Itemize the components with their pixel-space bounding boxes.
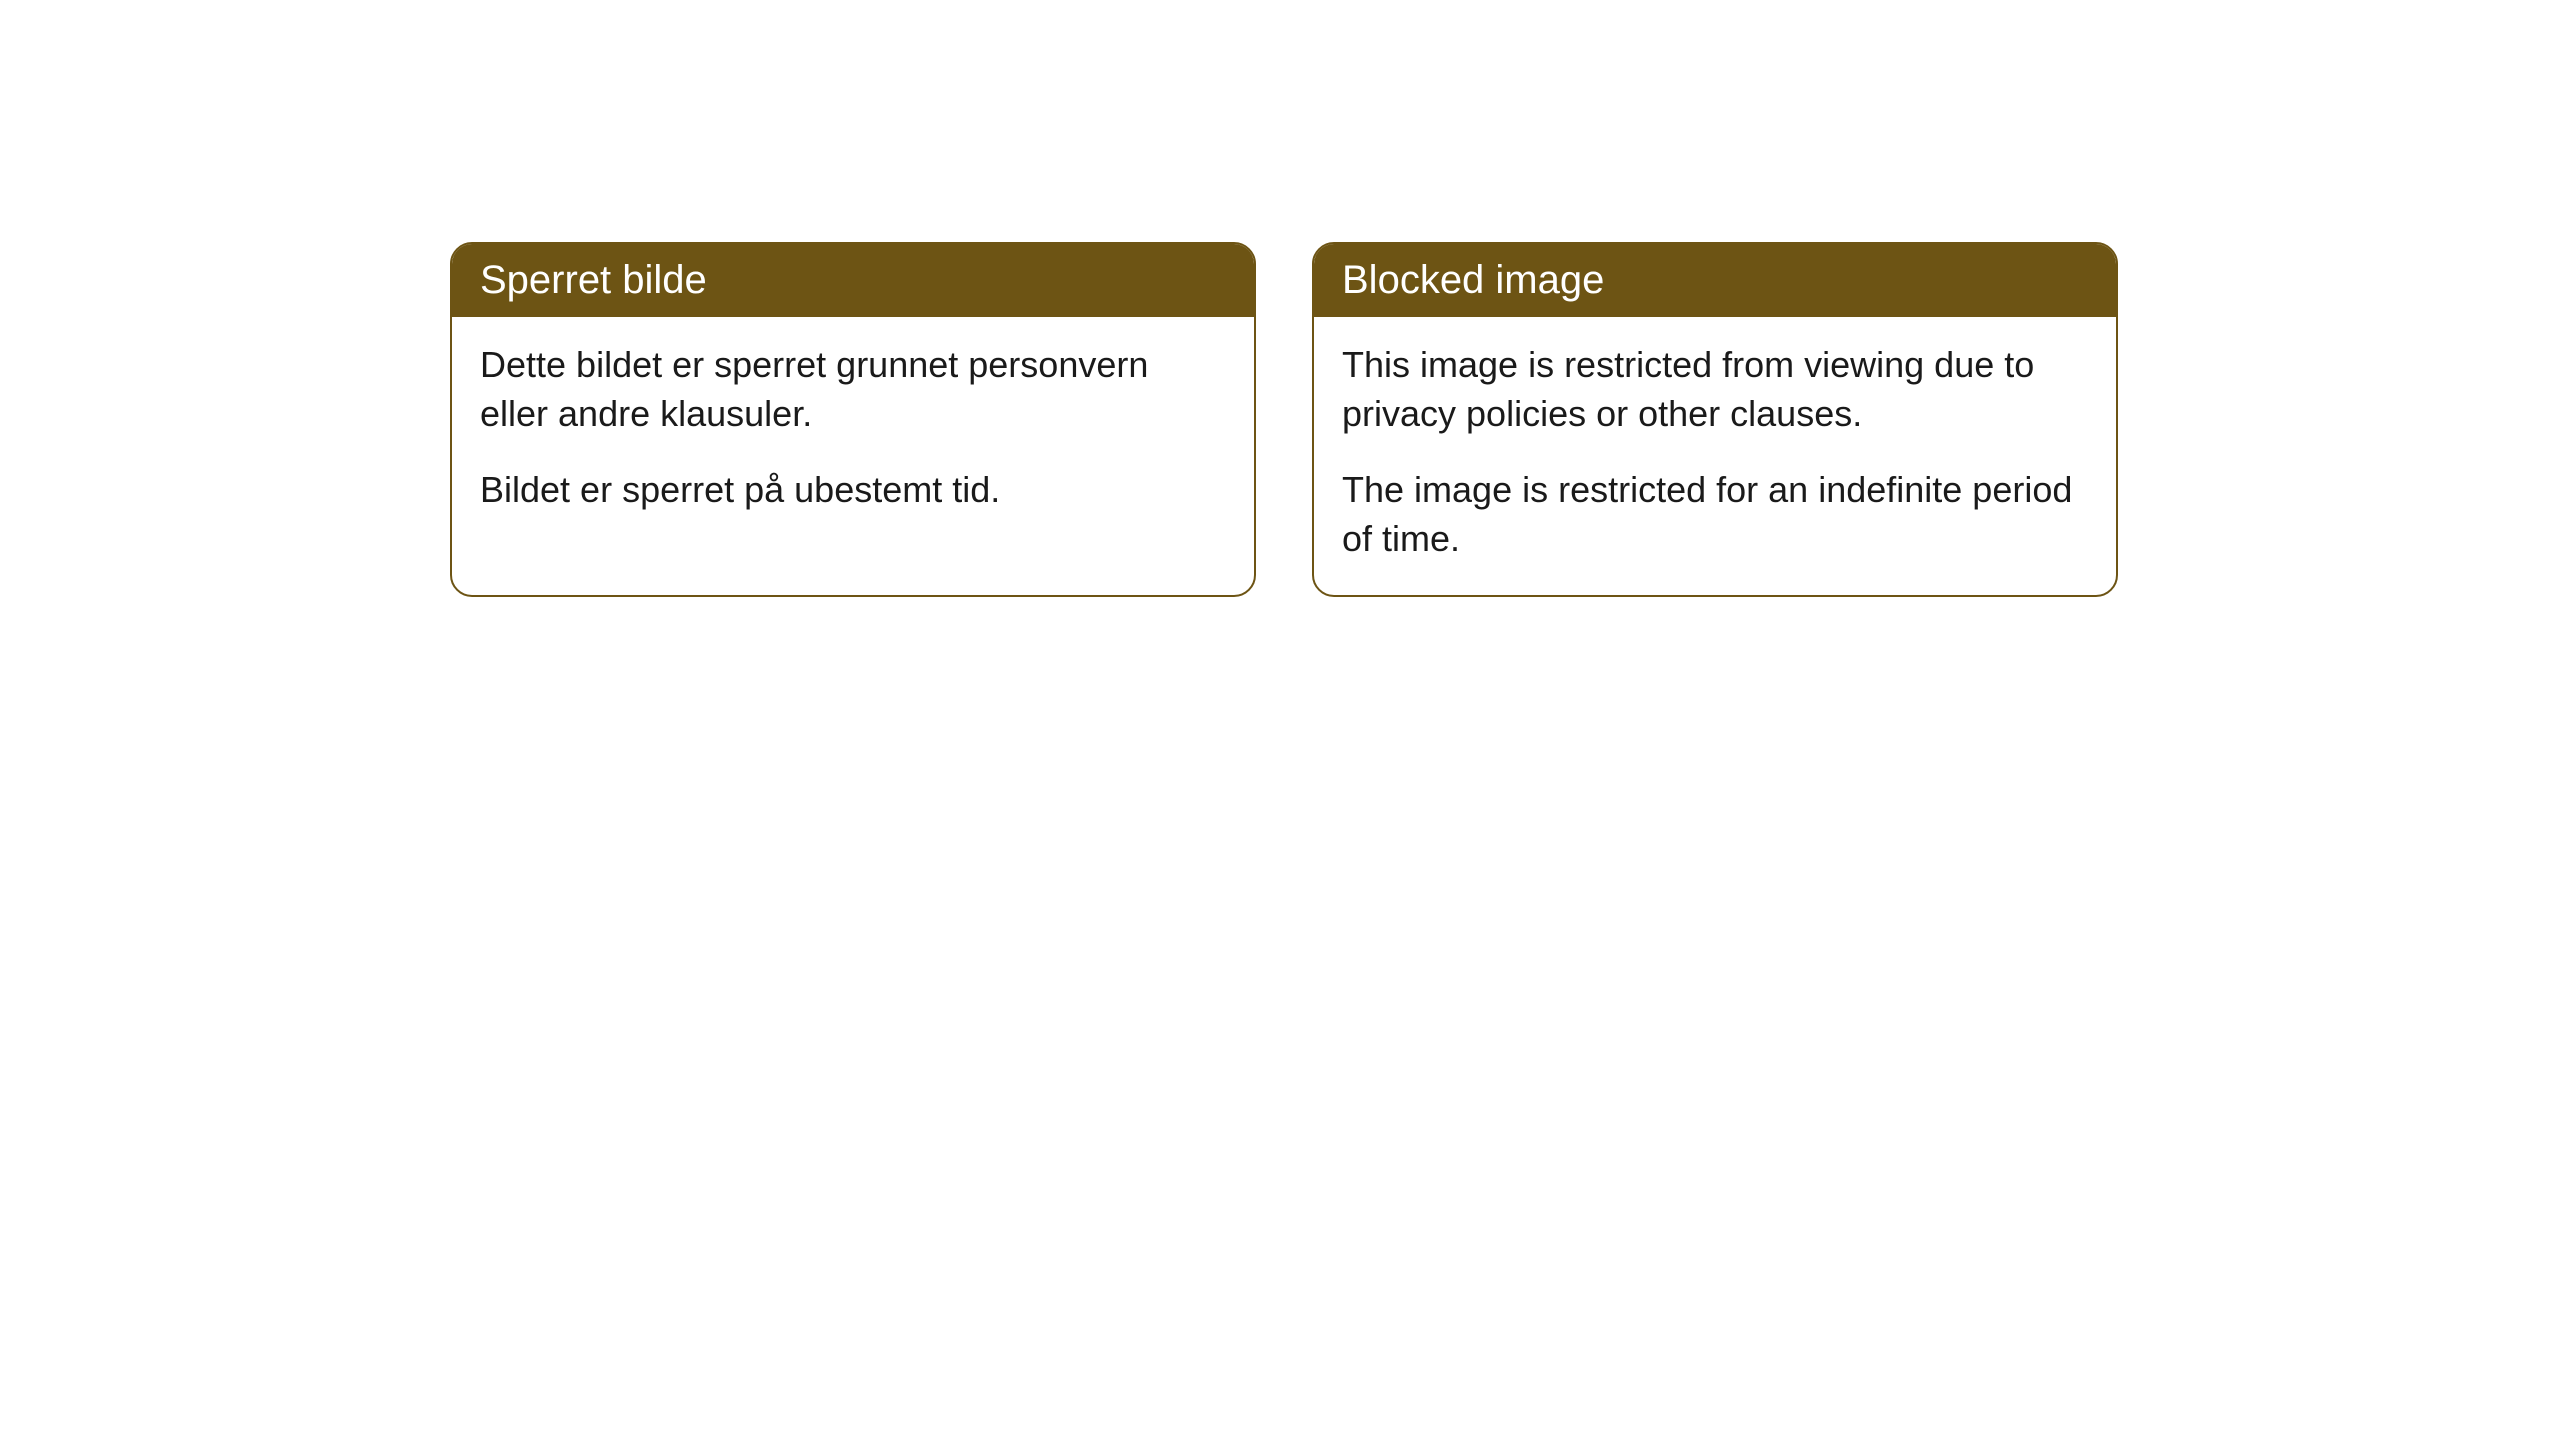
card-body: This image is restricted from viewing du…: [1314, 317, 2116, 595]
card-header: Sperret bilde: [452, 244, 1254, 317]
card-paragraph: Dette bildet er sperret grunnet personve…: [480, 341, 1226, 438]
notice-container: Sperret bilde Dette bildet er sperret gr…: [450, 242, 2118, 597]
card-body: Dette bildet er sperret grunnet personve…: [452, 317, 1254, 547]
notice-card-english: Blocked image This image is restricted f…: [1312, 242, 2118, 597]
notice-card-norwegian: Sperret bilde Dette bildet er sperret gr…: [450, 242, 1256, 597]
card-title: Sperret bilde: [480, 258, 707, 302]
card-title: Blocked image: [1342, 258, 1604, 302]
card-header: Blocked image: [1314, 244, 2116, 317]
card-paragraph: This image is restricted from viewing du…: [1342, 341, 2088, 438]
card-paragraph: Bildet er sperret på ubestemt tid.: [480, 466, 1226, 515]
card-paragraph: The image is restricted for an indefinit…: [1342, 466, 2088, 563]
